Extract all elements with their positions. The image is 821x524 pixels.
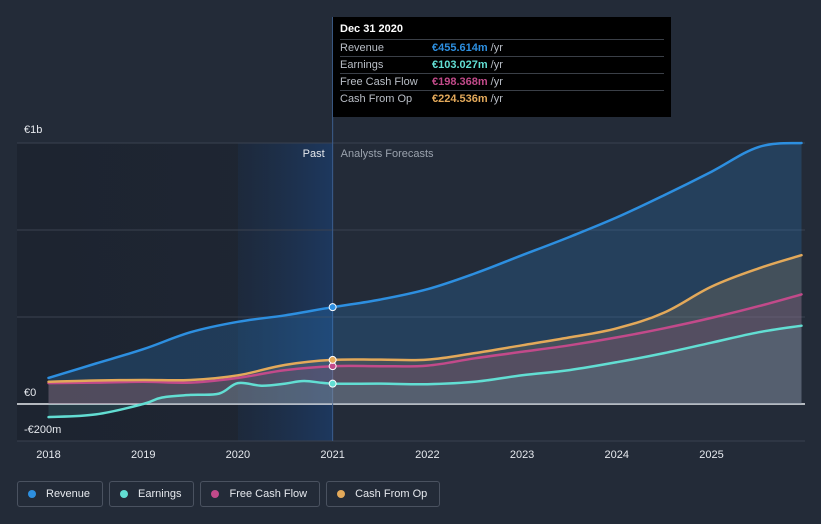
legend-label: Cash From Op: [355, 488, 428, 500]
tooltip-row-free-cash-flow: Free Cash Flow €198.368m /yr: [340, 73, 664, 90]
tooltip-value: €103.027m: [432, 59, 488, 71]
hover-highlight-band: [237, 143, 333, 441]
chart-background: [17, 143, 333, 441]
tooltip-value: €224.536m: [432, 93, 488, 105]
axis-labels: 2018 2019 2020 2021 2022 2023 2024 2025 €1b €0 -€2…: [24, 124, 724, 461]
tooltip-unit: /yr: [490, 93, 503, 105]
tooltip-label: Revenue: [340, 42, 385, 54]
tooltip-value: €198.368m: [432, 76, 488, 88]
past-label: Past: [303, 148, 325, 160]
chart-legend: Revenue Earnings Free Cash Flow Cash Fro…: [17, 481, 441, 507]
line-cash-from-op: [47, 253, 803, 384]
legend-item-free-cash-flow[interactable]: Free Cash Flow: [200, 481, 321, 507]
point-revenue-2021: [328, 303, 337, 312]
y-tick-label-0: €1b: [24, 124, 42, 136]
point-earnings-2021: [328, 379, 337, 388]
line-revenue: [47, 141, 803, 380]
x-tick-label-2019: 2019: [131, 449, 155, 461]
forecast-label: Analysts Forecasts: [341, 148, 434, 160]
x-tick-label-2021: 2021: [320, 449, 344, 461]
tooltip-unit: /yr: [490, 42, 503, 54]
line-free-cash-flow: [47, 293, 803, 385]
legend-label: Revenue: [46, 488, 91, 500]
x-tick-label-2018: 2018: [36, 449, 60, 461]
hover-markers: [328, 303, 337, 388]
area-cash-from-op: [48, 255, 802, 404]
legend-label: Earnings: [138, 488, 182, 500]
legend-dot-icon: [120, 490, 129, 498]
tooltip-date: Dec 31 2020: [340, 23, 403, 35]
tooltip-row-revenue: Revenue €455.614m /yr: [340, 39, 664, 56]
tooltip-unit: /yr: [490, 76, 503, 88]
y-tick-label-1: €0: [24, 387, 36, 399]
tooltip-unit: /yr: [490, 59, 503, 71]
tooltip-label: Free Cash Flow: [340, 76, 418, 88]
legend-item-revenue[interactable]: Revenue: [17, 481, 104, 507]
tooltip-row-cash-from-op: Cash From Op €224.536m /yr: [340, 90, 664, 107]
legend-item-earnings[interactable]: Earnings: [109, 481, 195, 507]
hover-tooltip: Dec 31 2020 Revenue €455.614m /yr Earnin…: [333, 17, 671, 117]
tooltip-label: Cash From Op: [340, 93, 413, 105]
x-tick-label-2022: 2022: [415, 449, 439, 461]
x-tick-label-2020: 2020: [226, 449, 250, 461]
tooltip-value: €455.614m: [432, 42, 488, 54]
area-free-cash-flow: [48, 294, 802, 404]
point-cash-from-op-2021: [328, 355, 337, 364]
area-earnings: [48, 325, 802, 418]
y-tick-label-2: -€200m: [24, 424, 61, 436]
grid-lines: [17, 17, 805, 442]
x-tick-label-2024: 2024: [605, 449, 629, 461]
legend-dot-icon: [337, 490, 346, 498]
x-tick-label-2023: 2023: [510, 449, 534, 461]
legend-dot-icon: [28, 490, 36, 498]
legend-item-cash-from-op[interactable]: Cash From Op: [326, 481, 441, 507]
tooltip-row-earnings: Earnings €103.027m /yr: [340, 56, 664, 73]
x-tick-label-2025: 2025: [699, 449, 723, 461]
legend-label: Free Cash Flow: [229, 488, 308, 500]
tooltip-label: Earnings: [340, 59, 384, 71]
legend-dot-icon: [211, 490, 220, 498]
